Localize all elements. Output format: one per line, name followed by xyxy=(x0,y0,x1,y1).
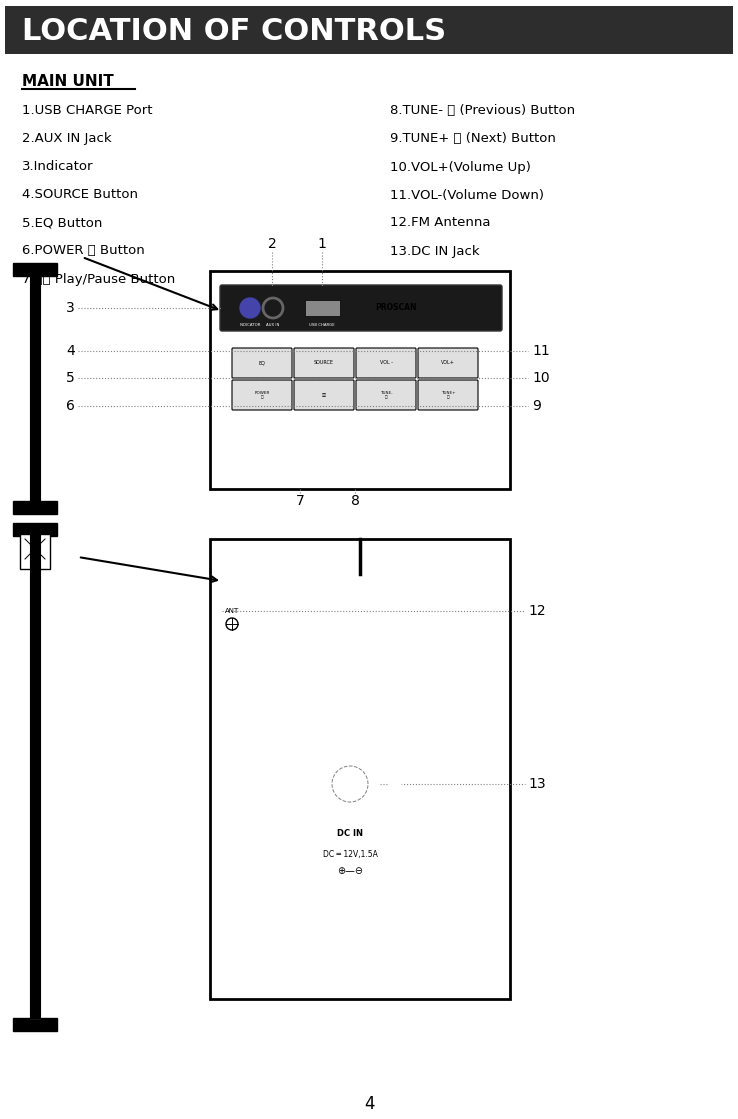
Text: TUNE+
⏭: TUNE+ ⏭ xyxy=(441,391,455,399)
Text: 6: 6 xyxy=(66,399,75,413)
Bar xyxy=(305,300,340,316)
FancyBboxPatch shape xyxy=(294,348,354,378)
Text: TUNE-
⏮: TUNE- ⏮ xyxy=(379,391,393,399)
Text: 1.USB CHARGE Port: 1.USB CHARGE Port xyxy=(22,104,153,117)
Text: 9.TUNE+ ⏭ (Next) Button: 9.TUNE+ ⏭ (Next) Button xyxy=(390,132,556,145)
Bar xyxy=(13,523,57,536)
Text: 10.VOL+(Volume Up): 10.VOL+(Volume Up) xyxy=(390,160,531,173)
Bar xyxy=(30,534,40,1019)
Text: 7: 7 xyxy=(296,493,304,508)
Text: ANT: ANT xyxy=(225,608,239,614)
FancyBboxPatch shape xyxy=(220,285,502,331)
Text: 10: 10 xyxy=(532,372,550,385)
Text: 12: 12 xyxy=(528,604,545,618)
Text: 2: 2 xyxy=(268,237,276,251)
Text: 8: 8 xyxy=(351,493,359,508)
Text: USB CHARGE: USB CHARGE xyxy=(309,323,335,327)
Bar xyxy=(13,1018,57,1031)
Circle shape xyxy=(240,298,260,318)
FancyBboxPatch shape xyxy=(418,380,478,410)
Bar xyxy=(210,271,510,489)
FancyBboxPatch shape xyxy=(232,348,292,378)
Text: DC IN: DC IN xyxy=(337,829,363,838)
Text: 4.SOURCE Button: 4.SOURCE Button xyxy=(22,188,138,201)
Text: 5.EQ Button: 5.EQ Button xyxy=(22,216,103,229)
Text: 13.DC IN Jack: 13.DC IN Jack xyxy=(390,244,480,257)
Text: VOL+: VOL+ xyxy=(441,360,455,366)
Text: 3: 3 xyxy=(66,301,75,316)
Text: 7.⏯⏯ Play/Pause Button: 7.⏯⏯ Play/Pause Button xyxy=(22,273,175,285)
Bar xyxy=(20,534,50,568)
Text: 2.AUX IN Jack: 2.AUX IN Jack xyxy=(22,132,111,145)
Bar xyxy=(5,6,733,54)
Circle shape xyxy=(299,778,311,790)
Text: POWER
⏻: POWER ⏻ xyxy=(255,391,269,399)
Text: 6.POWER ⏻ Button: 6.POWER ⏻ Button xyxy=(22,244,145,257)
Text: ⊕—⊖: ⊕—⊖ xyxy=(337,866,363,876)
Text: INDICATOR: INDICATOR xyxy=(239,323,261,327)
Text: AUX IN: AUX IN xyxy=(266,323,280,327)
Circle shape xyxy=(322,756,378,812)
Text: SOURCE: SOURCE xyxy=(314,360,334,366)
Text: 5: 5 xyxy=(66,372,75,385)
FancyBboxPatch shape xyxy=(232,380,292,410)
Circle shape xyxy=(389,778,401,790)
Text: LOCATION OF CONTROLS: LOCATION OF CONTROLS xyxy=(22,17,446,46)
FancyBboxPatch shape xyxy=(418,348,478,378)
Text: 4: 4 xyxy=(66,344,75,358)
FancyBboxPatch shape xyxy=(356,348,416,378)
Text: 9: 9 xyxy=(532,399,541,413)
Bar xyxy=(30,276,40,501)
Text: 11: 11 xyxy=(532,344,550,358)
Text: 3.Indicator: 3.Indicator xyxy=(22,160,94,173)
Text: DC ═ 12V,1.5A: DC ═ 12V,1.5A xyxy=(323,849,377,858)
Text: 11.VOL-(Volume Down): 11.VOL-(Volume Down) xyxy=(390,188,544,201)
Text: MAIN UNIT: MAIN UNIT xyxy=(22,74,114,88)
Bar xyxy=(210,539,510,999)
Text: ⏯⏯: ⏯⏯ xyxy=(322,393,326,397)
Text: 8.TUNE- ⏮ (Previous) Button: 8.TUNE- ⏮ (Previous) Button xyxy=(390,104,575,117)
Text: 12.FM Antenna: 12.FM Antenna xyxy=(390,216,491,229)
Text: 13: 13 xyxy=(528,777,545,791)
Bar xyxy=(13,501,57,514)
Text: EQ: EQ xyxy=(258,360,266,366)
FancyBboxPatch shape xyxy=(356,380,416,410)
Text: 4: 4 xyxy=(364,1096,374,1113)
FancyBboxPatch shape xyxy=(294,380,354,410)
Text: 1: 1 xyxy=(317,237,326,251)
Text: VOL -: VOL - xyxy=(379,360,393,366)
Bar xyxy=(13,263,57,276)
Text: PROSCAN: PROSCAN xyxy=(375,303,416,312)
